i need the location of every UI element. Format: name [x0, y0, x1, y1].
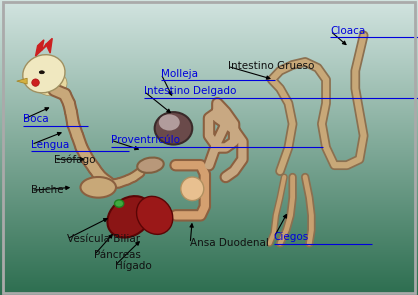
Text: Proventricúlo: Proventricúlo [111, 135, 180, 145]
Ellipse shape [80, 177, 116, 198]
Polygon shape [36, 46, 42, 56]
Text: Ciegos: Ciegos [274, 232, 309, 242]
Text: Lengua: Lengua [31, 140, 70, 150]
Ellipse shape [137, 158, 164, 173]
Ellipse shape [155, 112, 192, 145]
Text: Ansa Duodenal: Ansa Duodenal [190, 238, 269, 248]
Ellipse shape [137, 196, 173, 234]
Text: Intestino Grueso: Intestino Grueso [228, 61, 314, 71]
Text: Boca: Boca [23, 114, 48, 124]
Text: Cloaca: Cloaca [330, 26, 365, 36]
Ellipse shape [107, 196, 152, 237]
Polygon shape [46, 38, 52, 53]
Text: Buche: Buche [31, 185, 64, 195]
Text: Páncreas: Páncreas [94, 250, 141, 260]
Text: Hígado: Hígado [115, 260, 152, 271]
Ellipse shape [115, 200, 124, 207]
Ellipse shape [39, 71, 44, 74]
Ellipse shape [33, 69, 67, 96]
Text: Esófago: Esófago [54, 154, 96, 165]
Text: Intestino Delgado: Intestino Delgado [144, 86, 237, 96]
Ellipse shape [32, 79, 39, 86]
Polygon shape [42, 44, 48, 50]
Polygon shape [17, 78, 27, 84]
Ellipse shape [181, 177, 204, 201]
Ellipse shape [23, 55, 65, 93]
Polygon shape [38, 40, 44, 50]
Text: Molleja: Molleja [161, 69, 198, 79]
Text: Vesícula Biliar: Vesícula Biliar [67, 234, 140, 244]
Ellipse shape [159, 114, 180, 131]
